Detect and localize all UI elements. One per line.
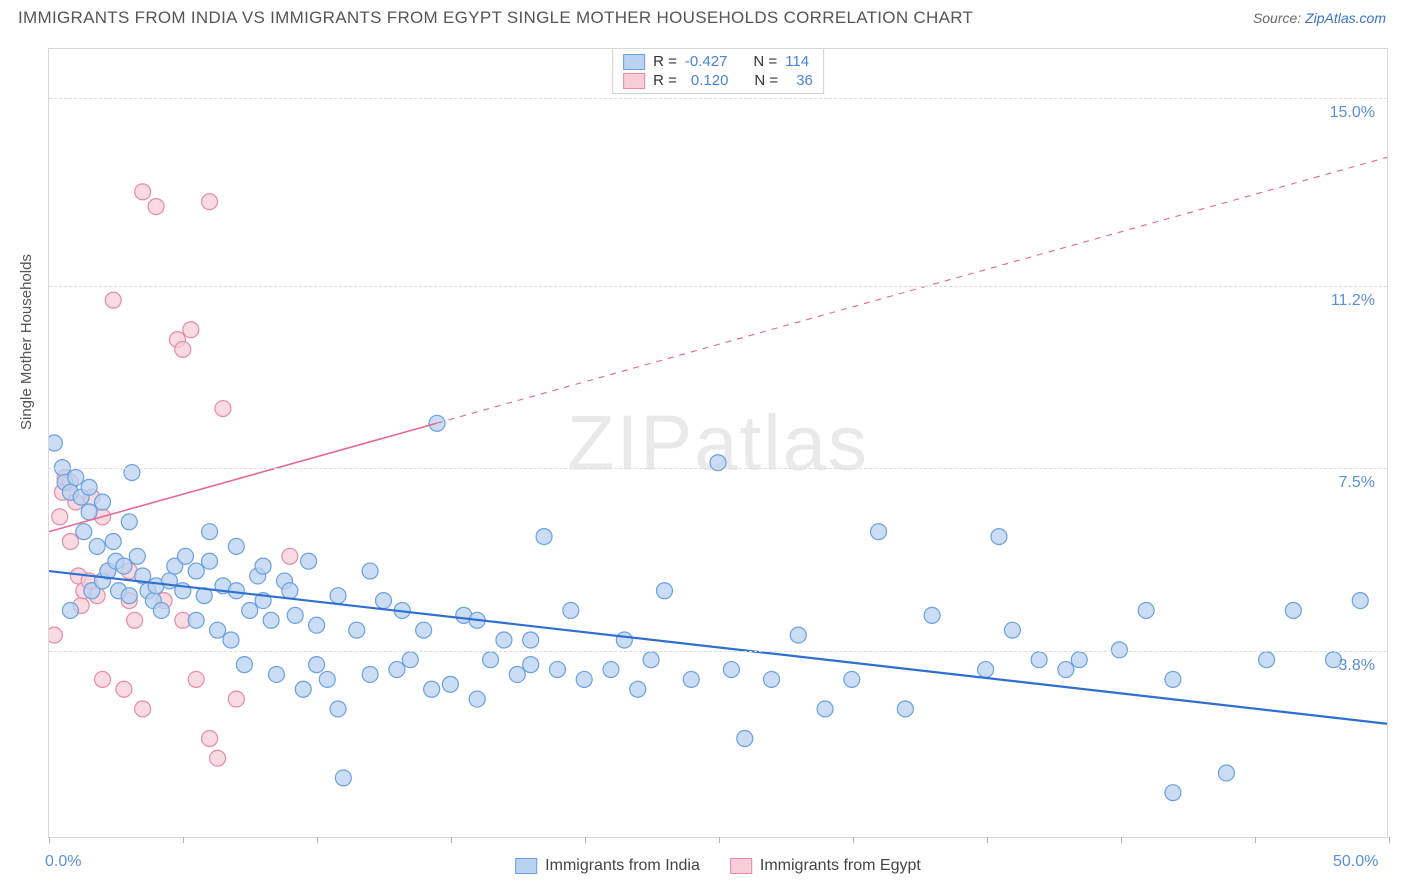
- y-tick-label: 3.8%: [1339, 657, 1375, 675]
- x-tick-label: 50.0%: [1333, 853, 1378, 871]
- chart-title: IMMIGRANTS FROM INDIA VS IMMIGRANTS FROM…: [18, 8, 973, 28]
- grid-line: [49, 468, 1387, 469]
- y-tick-label: 7.5%: [1339, 474, 1375, 492]
- x-tick: [1121, 837, 1122, 843]
- x-tick: [49, 837, 50, 843]
- plot-area: ZIPatlas R = -0.427 N = 114 R = 0.120 N …: [48, 48, 1388, 838]
- x-tick: [719, 837, 720, 843]
- x-tick-label: 0.0%: [45, 853, 81, 871]
- x-tick: [317, 837, 318, 843]
- swatch-india: [623, 54, 645, 70]
- legend-item-egypt: Immigrants from Egypt: [730, 857, 921, 875]
- y-tick-label: 15.0%: [1330, 104, 1375, 122]
- legend-row-india: R = -0.427 N = 114: [623, 53, 813, 70]
- x-tick: [585, 837, 586, 843]
- x-tick: [987, 837, 988, 843]
- legend-item-india: Immigrants from India: [515, 857, 700, 875]
- chart-svg: [49, 49, 1387, 837]
- grid-line: [49, 651, 1387, 652]
- x-tick: [853, 837, 854, 843]
- grid-line: [49, 98, 1387, 99]
- grid-line: [49, 286, 1387, 287]
- y-axis-label: Single Mother Households: [18, 254, 35, 430]
- legend-stats: R = -0.427 N = 114 R = 0.120 N = 36: [612, 49, 824, 94]
- swatch-egypt: [623, 73, 645, 89]
- swatch-egypt-bottom: [730, 858, 752, 874]
- y-tick-label: 11.2%: [1331, 292, 1375, 310]
- x-tick: [1389, 837, 1390, 843]
- source-label: Source: ZipAtlas.com: [1253, 10, 1386, 26]
- source-link[interactable]: ZipAtlas.com: [1305, 10, 1386, 26]
- x-tick: [183, 837, 184, 843]
- x-tick: [1255, 837, 1256, 843]
- legend-row-egypt: R = 0.120 N = 36: [623, 72, 813, 89]
- swatch-india-bottom: [515, 858, 537, 874]
- x-tick: [451, 837, 452, 843]
- legend-series: Immigrants from India Immigrants from Eg…: [515, 857, 921, 875]
